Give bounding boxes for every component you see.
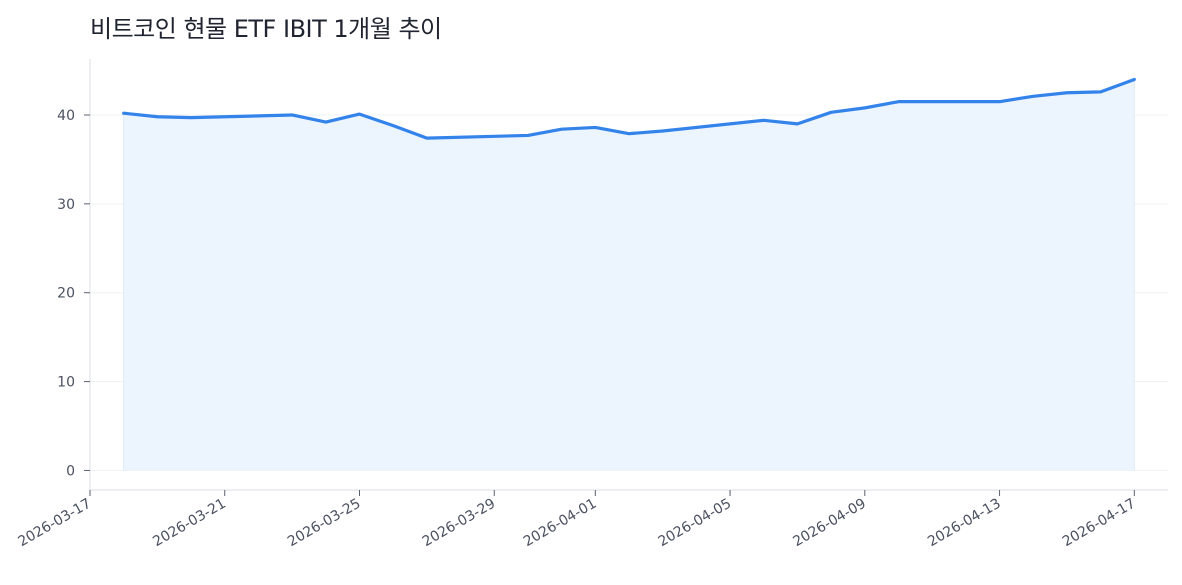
x-tick-label-2: 2026-03-25 (285, 496, 363, 551)
y-tick-label-3: 30 (57, 197, 75, 213)
y-tick-label-2: 20 (57, 286, 75, 302)
x-tick-label-1: 2026-03-21 (150, 496, 228, 551)
chart-title: 비트코인 현물 ETF IBIT 1개월 추이 (90, 15, 442, 43)
series-area (123, 79, 1135, 471)
x-tick-label-7: 2026-04-13 (925, 496, 1003, 551)
x-tick-label-0: 2026-03-17 (16, 496, 94, 551)
y-tick-label-4: 40 (57, 108, 75, 124)
x-tick-label-5: 2026-04-05 (656, 496, 734, 551)
x-tick-label-6: 2026-04-09 (790, 496, 868, 551)
x-tick-label-8: 2026-04-17 (1060, 496, 1138, 551)
y-tick-label-1: 10 (57, 375, 75, 391)
series-line (122, 77, 1136, 140)
x-tick-label-4: 2026-04-01 (521, 496, 599, 551)
y-tick-label-0: 0 (66, 463, 75, 479)
x-tick-label-3: 2026-03-29 (420, 496, 498, 551)
